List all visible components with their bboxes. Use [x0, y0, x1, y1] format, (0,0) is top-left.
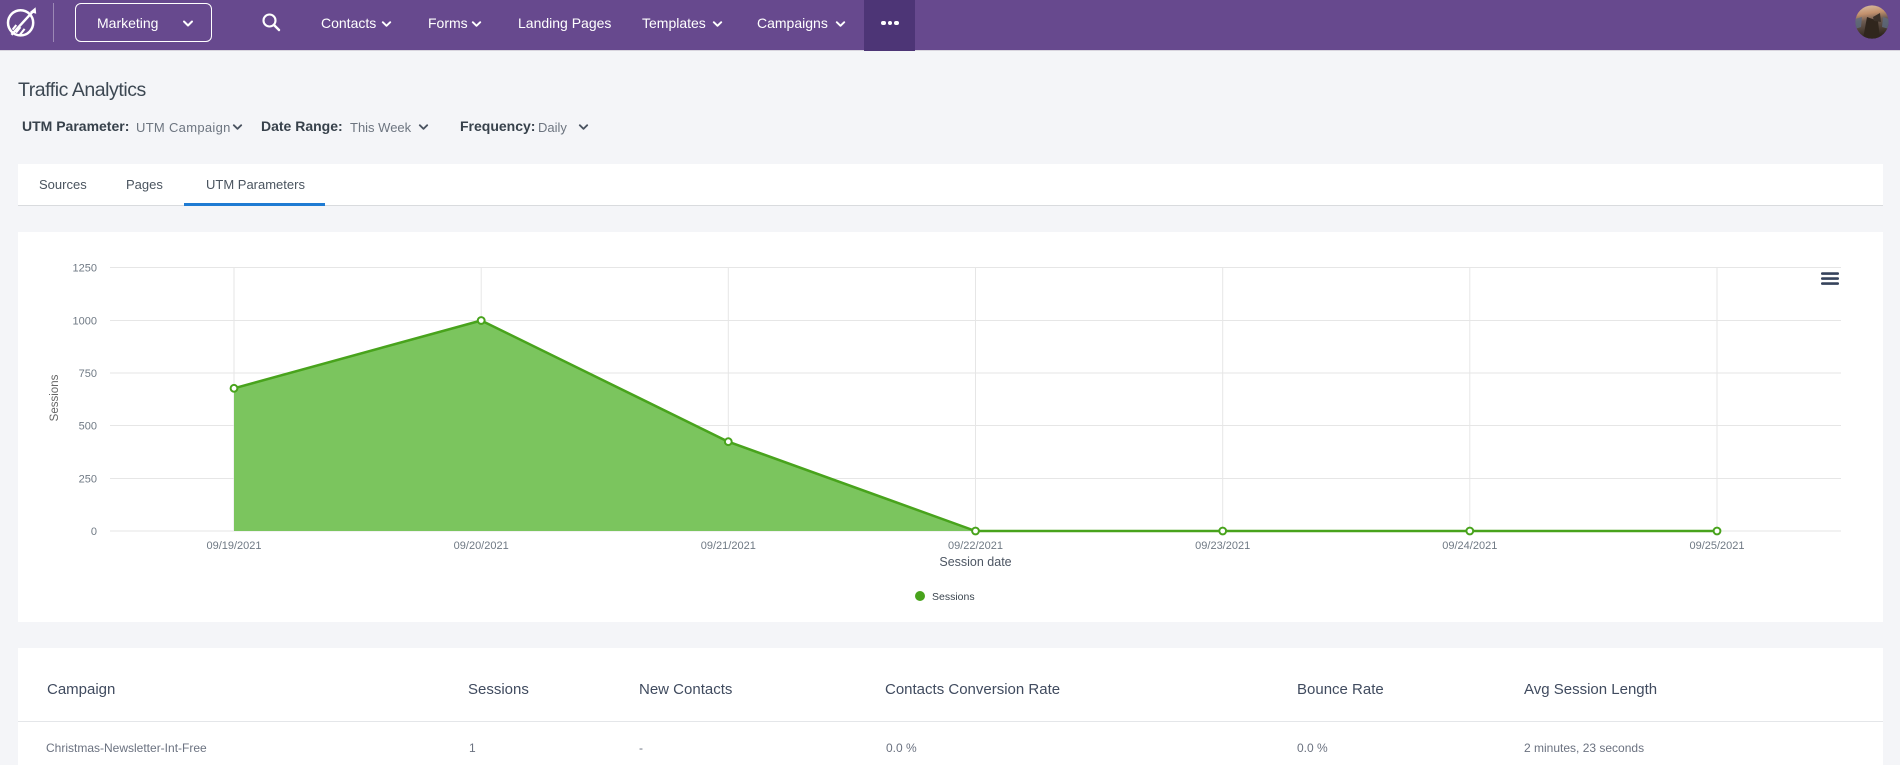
svg-text:09/19/2021: 09/19/2021: [206, 540, 261, 552]
svg-text:09/20/2021: 09/20/2021: [454, 540, 509, 552]
svg-text:09/22/2021: 09/22/2021: [948, 540, 1003, 552]
svg-text:Sessions: Sessions: [932, 591, 975, 603]
svg-text:09/25/2021: 09/25/2021: [1689, 540, 1744, 552]
svg-text:09/21/2021: 09/21/2021: [701, 540, 756, 552]
svg-text:Sessions: Sessions: [49, 374, 61, 421]
svg-text:09/23/2021: 09/23/2021: [1195, 540, 1250, 552]
svg-text:1250: 1250: [73, 263, 97, 275]
svg-text:0: 0: [91, 526, 97, 538]
svg-text:250: 250: [79, 474, 97, 486]
svg-text:750: 750: [79, 368, 97, 380]
svg-text:1000: 1000: [73, 316, 97, 328]
svg-text:500: 500: [79, 421, 97, 433]
svg-text:Session date: Session date: [939, 555, 1011, 569]
svg-text:09/24/2021: 09/24/2021: [1442, 540, 1497, 552]
